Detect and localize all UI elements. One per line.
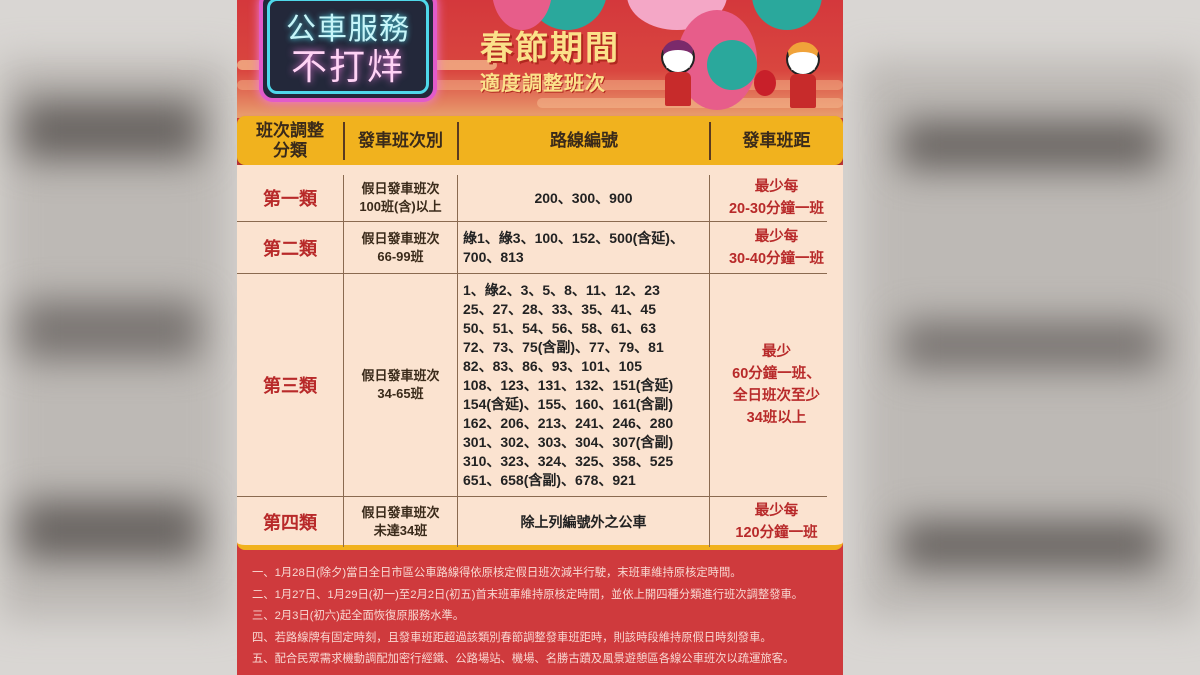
poster-title: 春節期間	[480, 29, 620, 66]
routes-line: 162、206、213、241、246、280	[463, 414, 674, 431]
frequency-line: 34-65班	[377, 386, 424, 401]
boy-illustration	[782, 42, 824, 112]
interval-line: 34班以上	[746, 410, 807, 426]
interval-line: 最少每	[754, 179, 799, 195]
table-row-frequency: 假日發車班次 66-99班	[344, 222, 457, 273]
header-routes: 路線編號	[550, 130, 618, 150]
routes-line: 651、658(含副)、678、921	[463, 471, 636, 488]
table-row-routes: 綠1、綠3、100、152、500(含延)、 700、813	[463, 222, 709, 273]
routes-line: 1、綠2、3、5、8、11、12、23	[463, 281, 660, 298]
girl-illustration	[657, 40, 699, 110]
table-row-interval: 最少每 30-40分鐘一班	[710, 222, 843, 273]
routes-line: 108、123、131、132、151(含延)	[463, 376, 674, 393]
routes-line: 301、302、303、304、307(含副)	[463, 433, 674, 450]
routes-line: 50、51、54、56、58、61、63	[463, 319, 657, 336]
poster-subtitle: 適度調整班次	[480, 73, 606, 95]
interval-line: 30-40分鐘一班	[728, 250, 825, 267]
frequency-line: 100班(含)以上	[359, 199, 442, 214]
lantern-icon	[754, 70, 776, 96]
interval-line: 20-30分鐘一班	[728, 201, 825, 217]
routes-line: 綠1、綠3、100、152、500(含延)、	[463, 229, 684, 246]
routes-line: 25、27、28、33、35、41、45	[463, 300, 657, 317]
table-row-category: 第二類	[263, 238, 317, 259]
table-row-category: 第四類	[263, 513, 317, 533]
notes-list: 一、1月28日(除夕)當日全日市區公車路線得依原核定假日班次減半行駛，末班車維持…	[252, 563, 837, 671]
note-item: 一、1月28日(除夕)當日全日市區公車路線得依原核定假日班次減半行駛，末班車維持…	[252, 567, 742, 579]
decor-circle	[752, 0, 822, 30]
table-header: 班次調整 分類 發車班次別 路線編號 發車班距	[237, 116, 843, 165]
table-body: 第一類 假日發車班次 100班(含)以上 200、300、900 最少每 20-…	[237, 165, 843, 550]
frequency-line: 假日發車班次	[361, 368, 440, 383]
interval-line: 120分鐘一班	[735, 525, 818, 541]
decor-circle	[707, 40, 757, 90]
table-row-frequency: 假日發車班次 未達34班	[344, 497, 457, 547]
table-row-interval: 最少 60分鐘一班、 全日班次至少 34班以上	[710, 274, 843, 496]
badge-line1: 公車服務	[286, 13, 410, 46]
table-row-routes: 除上列編號外之公車	[520, 513, 647, 530]
header-category: 班次調整 分類	[256, 120, 324, 160]
neon-badge: 公車服務 不打烊	[259, 0, 437, 102]
bus-schedule-poster: 公車服務 不打烊 春節期間 適度調整班次 班次調整 分類 發車班次別 路線編號 …	[237, 0, 843, 675]
interval-line: 最少每	[754, 228, 799, 245]
table-row-interval: 最少每 120分鐘一班	[710, 497, 843, 547]
routes-line: 82、83、86、93、101、105	[463, 357, 643, 374]
routes-line: 154(含延)、155、160、161(含副)	[463, 395, 674, 412]
frequency-line: 66-99班	[377, 248, 424, 264]
interval-line: 全日班次至少	[733, 388, 820, 404]
table-row-routes: 200、300、900	[534, 189, 633, 206]
routes-line: 72、73、75(含副)、77、79、81	[463, 338, 664, 355]
header-interval: 發車班距	[742, 130, 811, 150]
decor-circle	[492, 0, 552, 30]
frequency-line: 假日發車班次	[361, 181, 440, 196]
routes-line: 700、813	[463, 248, 524, 265]
header-frequency: 發車班次別	[358, 130, 443, 150]
banner: 公車服務 不打烊 春節期間 適度調整班次	[237, 0, 843, 118]
table-row-frequency: 假日發車班次 100班(含)以上	[344, 175, 457, 221]
note-item: 四、若路線牌有固定時刻，且發車班距超過該類別春節調整發車班距時，則該時段維持原假…	[252, 631, 772, 644]
routes-line: 310、323、324、325、358、525	[463, 452, 674, 469]
frequency-line: 假日發車班次	[361, 230, 440, 246]
interval-line: 最少每	[754, 503, 799, 519]
table-row-category: 第三類	[263, 376, 317, 396]
badge-line2: 不打烊	[290, 46, 405, 87]
note-item: 二、1月27日、1月29日(初一)至2月2日(初五)首末班車維持原核定時間，並依…	[252, 588, 804, 601]
table-row-routes: 1、綠2、3、5、8、11、12、23 25、27、28、33、35、41、45 5…	[463, 274, 709, 496]
table-row-interval: 最少每 20-30分鐘一班	[710, 175, 843, 221]
frequency-line: 假日發車班次	[361, 505, 440, 520]
table-row-frequency: 假日發車班次 34-65班	[344, 274, 457, 496]
interval-line: 60分鐘一班、	[732, 366, 821, 382]
note-item: 五、配合民眾需求機動調配加密行經鐵、公路場站、機場、名勝古蹟及風景遊憩區各線公車…	[252, 653, 795, 665]
frequency-line: 未達34班	[373, 523, 428, 538]
table-row-category: 第一類	[263, 189, 317, 209]
note-item: 三、2月3日(初六)起全面恢復原服務水準。	[252, 610, 465, 622]
interval-line: 最少	[762, 344, 791, 360]
